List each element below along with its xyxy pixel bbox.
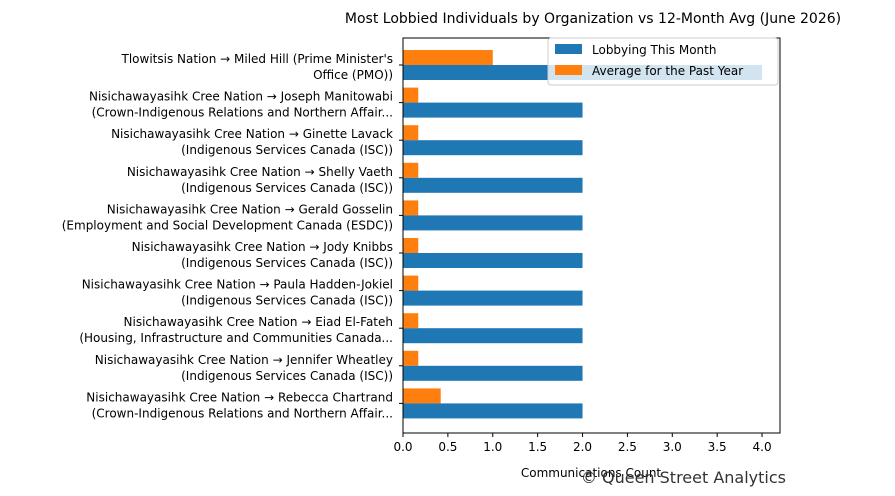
- legend-swatch: [555, 65, 582, 75]
- category-label-line: (Indigenous Services Canada (ISC)): [181, 294, 393, 308]
- x-tick-label: 0.5: [438, 440, 457, 454]
- bar-average-8: [403, 350, 419, 366]
- category-label-line: Nisichawayasihk Cree Nation → Gerald Gos…: [107, 202, 393, 216]
- category-label-line: Nisichawayasihk Cree Nation → Rebecca Ch…: [86, 390, 393, 404]
- category-label: Tlowitsis Nation → Miled Hill (Prime Min…: [121, 52, 394, 82]
- category-label-line: (Crown-Indigenous Relations and Northern…: [92, 406, 393, 420]
- category-label: Nisichawayasihk Cree Nation → Gerald Gos…: [62, 202, 393, 232]
- x-tick-label: 4.0: [753, 440, 772, 454]
- legend-label: Average for the Past Year: [592, 64, 743, 78]
- chart-title: Most Lobbied Individuals by Organization…: [345, 11, 841, 27]
- bar-this-month-7: [403, 328, 583, 344]
- watermark: © Queen Street Analytics: [581, 468, 786, 487]
- x-tick-label: 0.0: [393, 440, 412, 454]
- bar-this-month-2: [403, 140, 583, 156]
- legend: Lobbying This Month Average for the Past …: [547, 37, 779, 86]
- category-label: Nisichawayasihk Cree Nation → Eiad El-Fa…: [79, 315, 393, 345]
- bar-average-6: [403, 275, 419, 291]
- bar-this-month-6: [403, 290, 583, 306]
- category-label-line: Nisichawayasihk Cree Nation → Jennifer W…: [95, 353, 393, 367]
- category-label: Nisichawayasihk Cree Nation → Paula Hadd…: [82, 278, 393, 308]
- category-label: Nisichawayasihk Cree Nation → Jody Knibb…: [132, 240, 393, 270]
- bar-average-2: [403, 125, 419, 141]
- bar-this-month-1: [403, 102, 583, 118]
- category-label-line: (Indigenous Services Canada (ISC)): [181, 256, 393, 270]
- x-tick-label: 2.5: [618, 440, 637, 454]
- category-label-line: (Housing, Infrastructure and Communities…: [79, 331, 393, 345]
- bar-this-month-3: [403, 177, 583, 193]
- bars-group: [403, 50, 763, 419]
- x-tick-label: 3.5: [708, 440, 727, 454]
- category-label: Nisichawayasihk Cree Nation → Rebecca Ch…: [86, 390, 393, 420]
- bar-average-0: [403, 50, 493, 65]
- category-label-line: Office (PMO)): [313, 68, 393, 82]
- category-labels: Tlowitsis Nation → Miled Hill (Prime Min…: [62, 52, 403, 420]
- x-tick-label: 1.0: [483, 440, 502, 454]
- x-axis-ticks: 0.0 0.5 1.0 1.5 2.0 2.5 3.0 3.5 4.0: [393, 433, 772, 454]
- category-label: Nisichawayasihk Cree Nation → Shelly Vae…: [127, 165, 393, 195]
- bar-this-month-5: [403, 253, 583, 268]
- bar-average-4: [403, 200, 419, 216]
- x-axis-label: Communications Count: [521, 466, 662, 480]
- bar-average-9: [403, 388, 441, 404]
- category-label: Nisichawayasihk Cree Nation → Jennifer W…: [95, 353, 393, 383]
- bar-average-1: [403, 87, 419, 103]
- category-label-line: (Employment and Social Development Canad…: [62, 218, 393, 232]
- legend-box: [547, 37, 779, 86]
- category-label-line: (Indigenous Services Canada (ISC)): [181, 181, 393, 195]
- category-label: Nisichawayasihk Cree Nation → Ginette La…: [111, 127, 393, 157]
- category-label-line: Nisichawayasihk Cree Nation → Ginette La…: [111, 127, 393, 141]
- bar-average-5: [403, 238, 419, 253]
- category-label-line: (Indigenous Services Canada (ISC)): [181, 369, 393, 383]
- bar-this-month-9: [403, 403, 583, 419]
- category-label-line: Nisichawayasihk Cree Nation → Eiad El-Fa…: [124, 315, 393, 329]
- x-tick-label: 1.5: [528, 440, 547, 454]
- category-label-line: Nisichawayasihk Cree Nation → Joseph Man…: [89, 90, 393, 104]
- bar-this-month-4: [403, 215, 583, 231]
- bar-average-3: [403, 162, 419, 178]
- category-label-line: Nisichawayasihk Cree Nation → Jody Knibb…: [132, 240, 393, 254]
- x-tick-label: 2.0: [573, 440, 592, 454]
- bar-this-month-8: [403, 365, 583, 381]
- category-label-line: (Crown-Indigenous Relations and Northern…: [92, 106, 393, 120]
- bar-average-7: [403, 313, 419, 329]
- category-label-line: Nisichawayasihk Cree Nation → Paula Hadd…: [82, 278, 393, 292]
- category-label: Nisichawayasihk Cree Nation → Joseph Man…: [89, 90, 393, 120]
- legend-swatch: [555, 44, 582, 54]
- x-tick-label: 3.0: [663, 440, 682, 454]
- category-label-line: Tlowitsis Nation → Miled Hill (Prime Min…: [121, 52, 394, 66]
- category-label-line: (Indigenous Services Canada (ISC)): [181, 143, 393, 157]
- legend-label: Lobbying This Month: [592, 43, 716, 57]
- category-label-line: Nisichawayasihk Cree Nation → Shelly Vae…: [127, 165, 393, 179]
